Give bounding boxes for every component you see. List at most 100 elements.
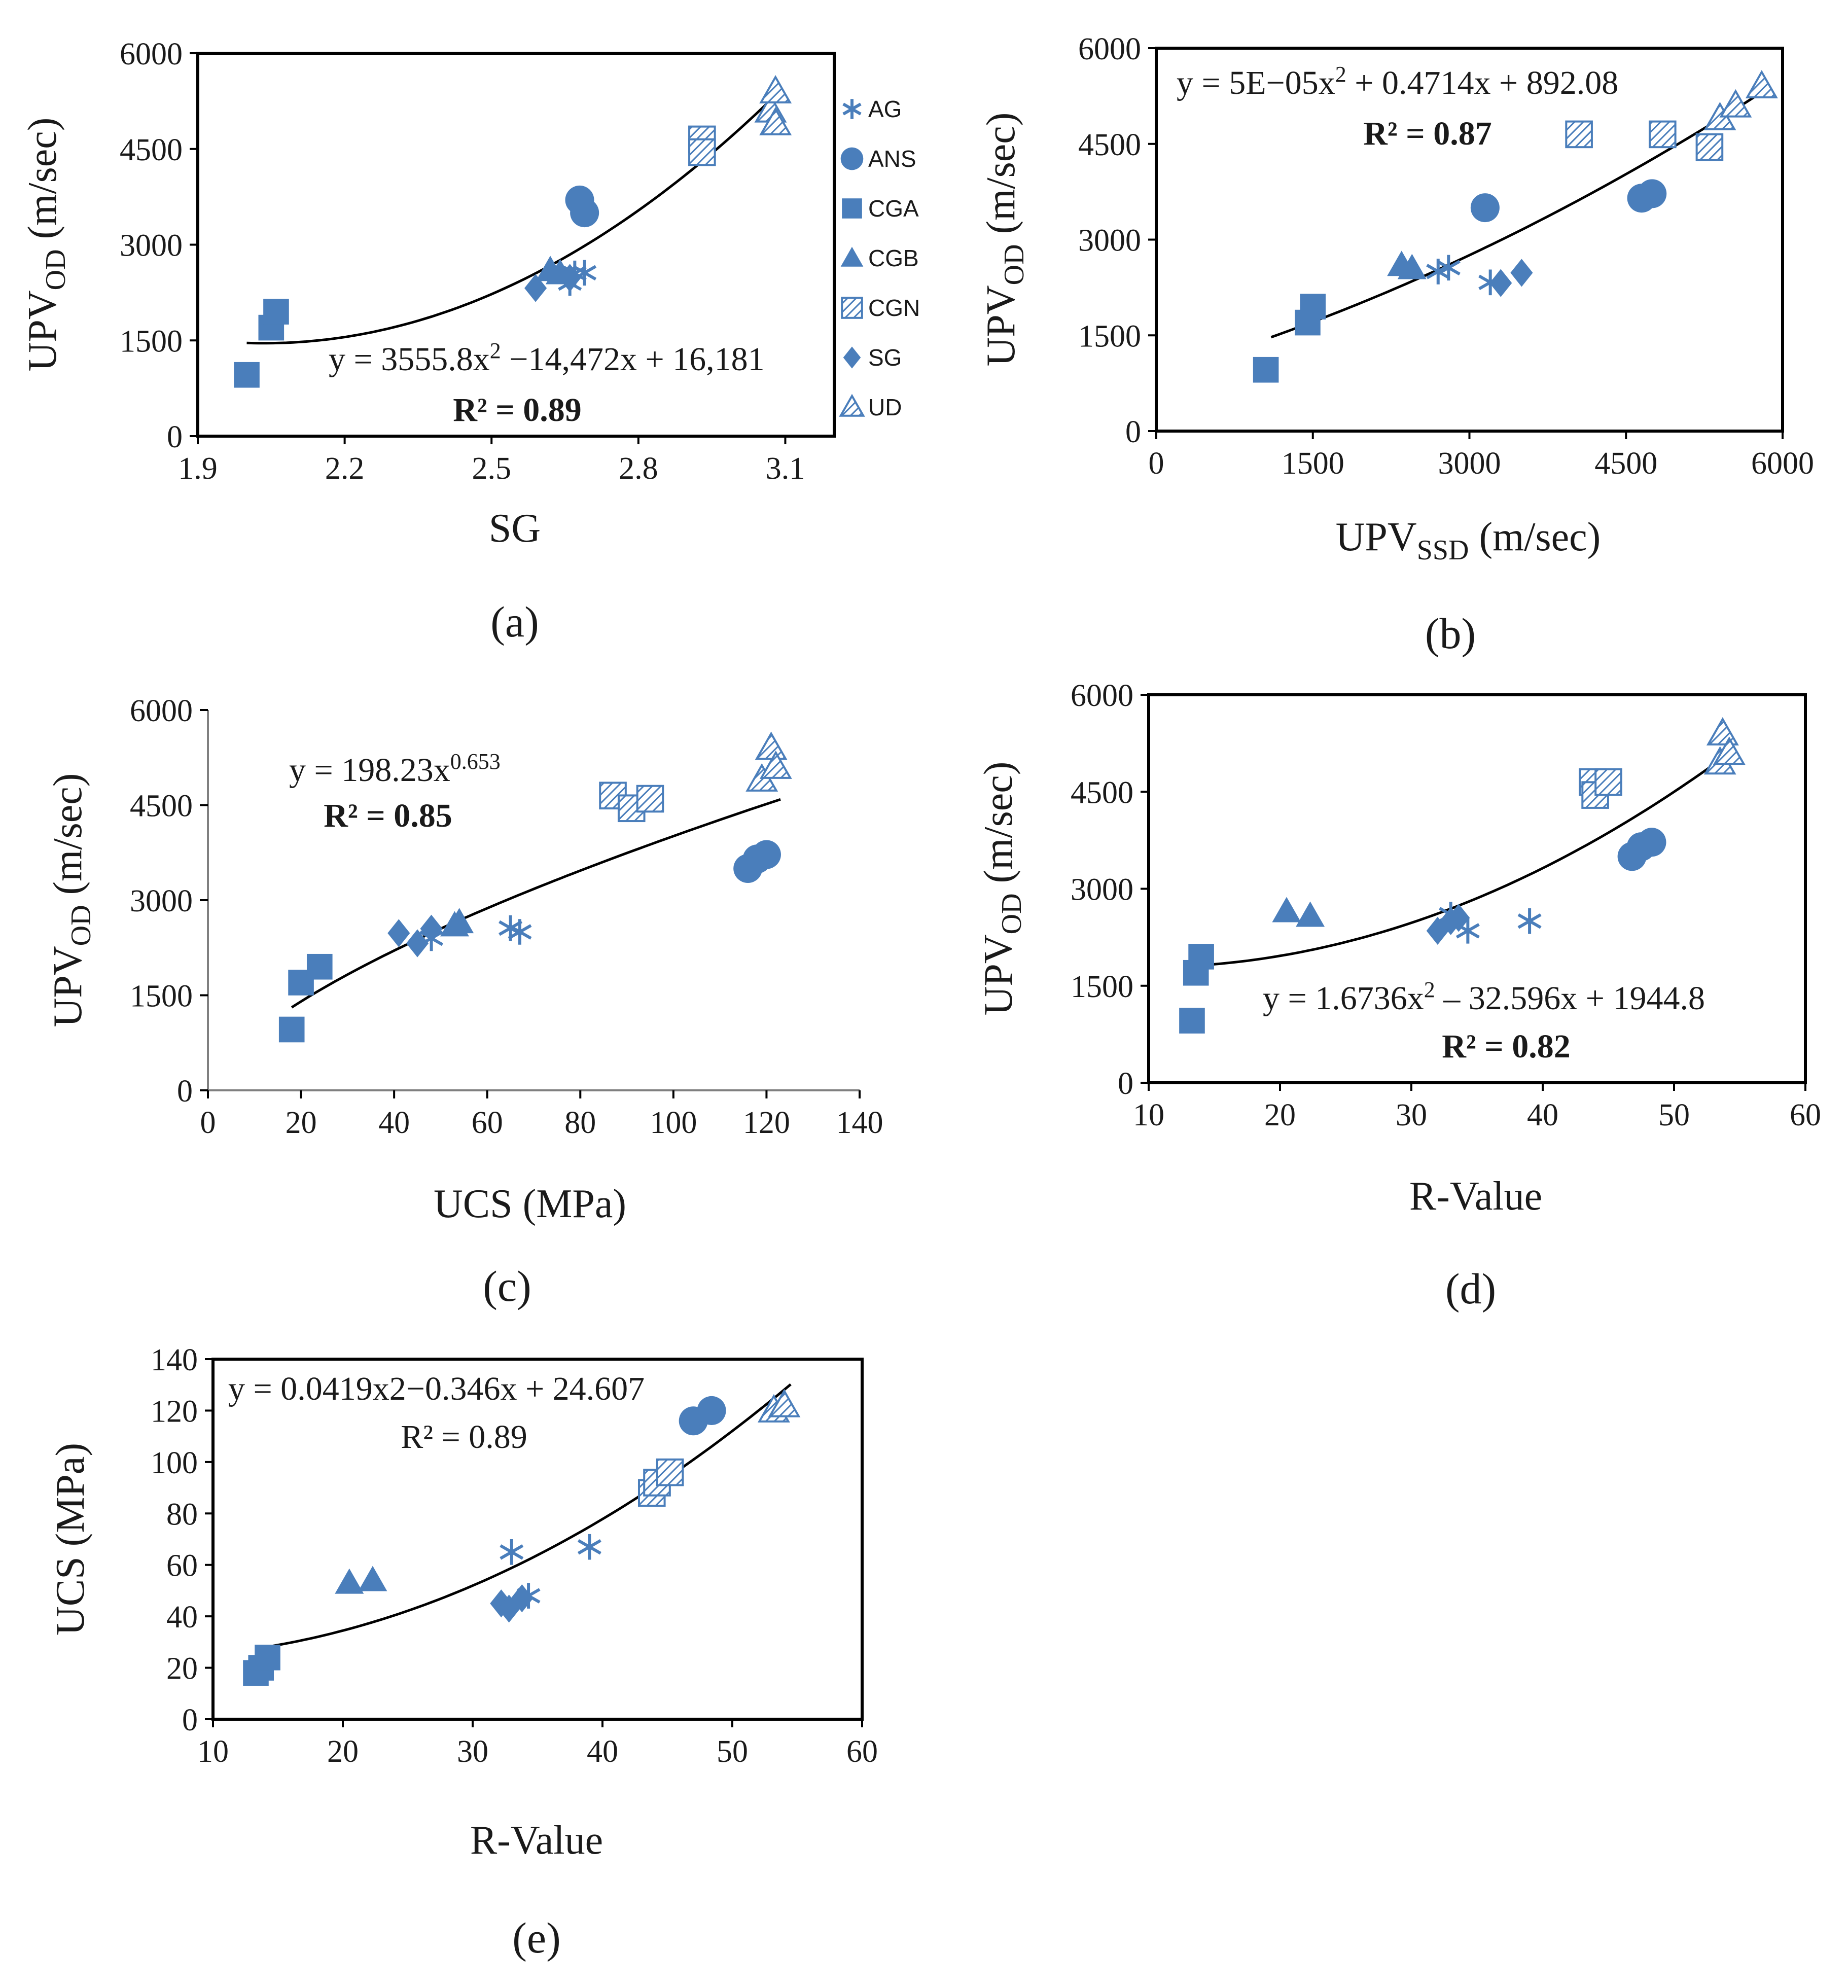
point-ans — [752, 840, 781, 869]
legend-item-cga: CGA — [842, 195, 919, 222]
trendline-b — [1270, 91, 1763, 339]
point-sg — [1510, 259, 1533, 287]
y-tick-label: 3000 — [1071, 873, 1133, 907]
x-tick-label: 40 — [378, 1106, 410, 1140]
point-ud — [768, 1389, 801, 1417]
trendline-d — [1194, 754, 1728, 967]
point-ud — [1745, 69, 1778, 98]
x-tick-label: 50 — [1658, 1098, 1690, 1132]
markers-a — [234, 75, 792, 388]
y-tick-label: 6000 — [1078, 32, 1141, 66]
y-tick-label: 0 — [1118, 1067, 1133, 1101]
point-ans — [1470, 193, 1500, 223]
x-tick-label: 30 — [1396, 1098, 1427, 1132]
point-sg — [1489, 269, 1512, 297]
x-tick-label: 3.1 — [766, 451, 805, 486]
trendline-c — [291, 798, 781, 1009]
point-cgb — [1397, 254, 1427, 279]
y-tick-label: 3000 — [1078, 224, 1141, 258]
x-tick-label: 20 — [1264, 1098, 1296, 1132]
point-sg — [1447, 904, 1470, 932]
legend-label: ANS — [868, 146, 916, 172]
equation-a: y = 3555.8x2 −14,472x + 16,181 — [329, 338, 765, 378]
xlabel-b: UPVSSD (m/sec) — [1336, 515, 1601, 566]
r2-e: R² = 0.89 — [401, 1418, 527, 1456]
point-ag — [508, 919, 532, 945]
point-cgb — [445, 908, 474, 934]
point-ud — [759, 106, 792, 135]
tick-labels-b: 0 1500 3000 4500 6000 0 1500 3000 4500 6000 — [1078, 32, 1814, 481]
legend-marker-cgb — [840, 246, 864, 267]
legend-label: AG — [868, 96, 902, 122]
plot-frame-a — [196, 52, 836, 438]
y-tick-label: 4500 — [1078, 128, 1141, 162]
caption-b: (b) — [1425, 609, 1476, 658]
point-sg — [420, 914, 443, 943]
point-cgb — [335, 1568, 364, 1594]
x-tick-label: 10 — [1133, 1098, 1164, 1132]
x-tick-label: 20 — [286, 1106, 317, 1140]
point-cga — [1253, 357, 1279, 383]
x-tick-label: 0 — [200, 1106, 216, 1140]
y-tick-label: 6000 — [130, 694, 193, 728]
point-cga — [1188, 944, 1214, 970]
y-tick-label: 120 — [151, 1394, 198, 1429]
y-tick-label: 1500 — [120, 324, 183, 359]
y-tick-label: 6000 — [120, 37, 183, 72]
markers-d — [1179, 717, 1746, 1034]
x-tick-label: 2.8 — [619, 451, 658, 486]
point-cga — [278, 1016, 305, 1043]
legend-label: UD — [868, 394, 902, 420]
point-ag — [577, 1534, 601, 1560]
y-tick-label: 1500 — [1071, 970, 1133, 1004]
chart-panel-d: 10 20 30 40 50 60 0 1500 3000 4500 6000 y = 1.6736… — [976, 679, 1821, 1313]
tick-labels-d: 10 20 30 40 50 60 0 1500 3000 4500 6000 — [1071, 679, 1821, 1132]
x-tick-label: 50 — [717, 1734, 748, 1769]
x-tick-label: 80 — [564, 1106, 596, 1140]
point-cga — [255, 1644, 280, 1671]
r2-c: R² = 0.85 — [324, 797, 452, 834]
point-cgb — [1272, 897, 1301, 922]
point-sg — [387, 919, 410, 947]
x-tick-label: 2.2 — [325, 451, 365, 486]
point-ans — [570, 198, 599, 228]
point-cgn — [1594, 768, 1622, 796]
point-ans — [697, 1396, 726, 1425]
point-cgn — [688, 138, 716, 166]
point-cgn — [1695, 133, 1724, 161]
y-tick-label: 1500 — [1078, 319, 1141, 353]
x-tick-label: 60 — [472, 1106, 503, 1140]
y-tick-label: 0 — [182, 1703, 198, 1737]
y-tick-label: 4500 — [120, 133, 183, 167]
x-tick-label: 6000 — [1751, 446, 1814, 481]
chart-panel-e: 10 20 30 40 50 60 0 20 40 60 80 100 120 140 y = 0.041… — [48, 1343, 878, 1962]
x-tick-label: 10 — [197, 1734, 229, 1769]
legend-label: CGA — [868, 195, 919, 222]
legend-item-ans: ANS — [840, 146, 916, 172]
xlabel-d: R-Value — [1409, 1174, 1542, 1219]
x-tick-label: 140 — [836, 1106, 883, 1140]
caption-a: (a) — [490, 597, 539, 646]
chart-panel-c: 0 20 40 60 80 100 120 140 0 1500 3000 4500 6000 y = … — [46, 694, 883, 1310]
x-tick-label: 120 — [743, 1106, 790, 1140]
point-cga — [1179, 1008, 1205, 1034]
point-cga — [1300, 294, 1326, 320]
x-tick-label: 2.5 — [472, 451, 511, 486]
ylabel-e: UCS (MPa) — [48, 1443, 93, 1636]
r2-d: R² = 0.82 — [1442, 1028, 1571, 1065]
legend-item-ag: AG — [842, 96, 902, 122]
legend-label: SG — [868, 344, 902, 371]
plot-frame-b — [1155, 47, 1784, 433]
trendline-e — [258, 1383, 792, 1650]
chart-panel-a: 1.9 2.2 2.5 2.8 3.1 0 1500 3000 4500 6000 y = 355… — [20, 37, 920, 646]
legend-marker-sg — [843, 346, 861, 369]
y-tick-label: 1500 — [130, 979, 193, 1014]
r2-a: R² = 0.89 — [453, 392, 582, 429]
equation-d: y = 1.6736x2 – 32.596x + 1944.8 — [1263, 977, 1705, 1017]
x-tick-label: 3000 — [1438, 446, 1501, 481]
legend-marker-cga — [842, 198, 862, 219]
tick-labels-c: 0 20 40 60 80 100 120 140 0 1500 3000 4500 6000 — [130, 694, 883, 1140]
point-ans — [1637, 828, 1666, 857]
point-sg — [558, 264, 581, 292]
y-tick-label: 80 — [166, 1497, 198, 1532]
